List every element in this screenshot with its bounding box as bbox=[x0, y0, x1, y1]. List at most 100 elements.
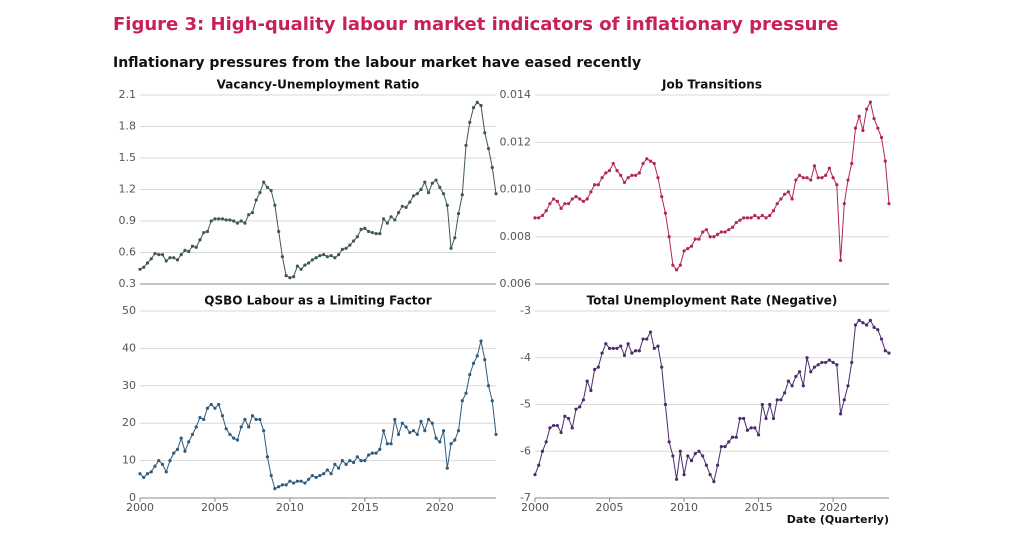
y-tick-label: 0.012 bbox=[500, 135, 532, 148]
data-point bbox=[865, 323, 869, 327]
data-point bbox=[299, 267, 303, 271]
data-point bbox=[745, 428, 750, 432]
data-point bbox=[850, 161, 854, 166]
data-point bbox=[876, 126, 880, 130]
data-point bbox=[641, 161, 645, 166]
data-point bbox=[434, 436, 438, 440]
data-point bbox=[622, 180, 627, 185]
data-point bbox=[217, 402, 221, 407]
data-point bbox=[190, 432, 195, 437]
data-point bbox=[764, 416, 768, 421]
data-point bbox=[449, 442, 453, 446]
data-point bbox=[689, 459, 694, 463]
y-tick-label: 0.9 bbox=[119, 214, 137, 227]
data-point bbox=[426, 191, 431, 195]
data-point bbox=[322, 253, 326, 257]
subtitle: Inflationary pressures from the labour m… bbox=[113, 55, 641, 71]
data-point bbox=[812, 164, 817, 168]
data-point bbox=[426, 417, 431, 422]
series-line bbox=[139, 340, 497, 490]
data-point bbox=[228, 432, 232, 437]
data-point bbox=[734, 220, 738, 225]
data-point bbox=[544, 440, 548, 444]
data-point bbox=[671, 263, 675, 267]
data-point bbox=[548, 202, 552, 206]
data-point bbox=[883, 159, 887, 163]
data-point bbox=[600, 176, 604, 180]
data-point bbox=[645, 337, 649, 341]
data-point bbox=[578, 405, 582, 409]
data-point bbox=[254, 417, 258, 422]
data-point bbox=[727, 228, 731, 232]
data-point bbox=[589, 388, 593, 393]
y-tick-label: 0.006 bbox=[500, 277, 532, 290]
y-tick-label: 1.5 bbox=[119, 151, 137, 164]
data-point bbox=[768, 213, 772, 218]
data-point bbox=[265, 455, 270, 459]
data-point bbox=[164, 470, 168, 474]
data-point bbox=[742, 216, 746, 220]
data-point bbox=[490, 165, 494, 170]
data-point bbox=[719, 444, 723, 449]
data-point bbox=[228, 218, 232, 222]
data-point bbox=[269, 473, 273, 478]
y-tick-label: -3 bbox=[520, 304, 531, 317]
data-point bbox=[637, 171, 641, 175]
panel-title: Total Unemployment Rate (Negative) bbox=[587, 294, 838, 308]
data-point bbox=[468, 120, 472, 124]
data-point bbox=[835, 183, 839, 187]
data-point bbox=[786, 379, 790, 383]
data-point bbox=[352, 460, 356, 465]
data-point bbox=[363, 226, 367, 230]
data-point bbox=[183, 248, 187, 252]
data-point bbox=[220, 217, 225, 221]
data-point bbox=[172, 256, 176, 260]
data-point bbox=[805, 176, 809, 180]
y-tick-label: -7 bbox=[520, 491, 531, 504]
data-point bbox=[604, 171, 608, 175]
data-point bbox=[307, 477, 311, 481]
data-point bbox=[213, 217, 217, 221]
data-point bbox=[468, 372, 472, 377]
data-point bbox=[359, 227, 363, 231]
x-tick-label: 2000 bbox=[126, 501, 154, 514]
data-point bbox=[794, 374, 798, 379]
data-point bbox=[430, 181, 434, 185]
data-point bbox=[634, 349, 638, 353]
data-point bbox=[634, 173, 638, 177]
data-point bbox=[213, 406, 217, 410]
x-tick-label: 2005 bbox=[596, 501, 624, 514]
data-point bbox=[277, 485, 281, 489]
data-point bbox=[378, 447, 382, 451]
data-point bbox=[355, 235, 359, 239]
data-point bbox=[378, 232, 382, 236]
data-point bbox=[273, 203, 277, 207]
data-point bbox=[779, 398, 783, 402]
data-point bbox=[853, 323, 858, 327]
data-point bbox=[540, 213, 545, 218]
data-point bbox=[337, 253, 341, 257]
data-point bbox=[566, 416, 571, 421]
data-point bbox=[179, 253, 183, 257]
panel-title: Job Transitions bbox=[661, 78, 762, 92]
data-point bbox=[715, 463, 720, 467]
data-point bbox=[686, 454, 690, 458]
data-point bbox=[887, 202, 891, 206]
data-point bbox=[790, 384, 794, 388]
data-point bbox=[697, 237, 701, 241]
y-tick-label: 30 bbox=[122, 379, 136, 392]
data-point bbox=[243, 417, 247, 422]
data-point bbox=[675, 268, 679, 272]
data-point bbox=[423, 180, 427, 184]
y-tick-label: 0.6 bbox=[119, 246, 137, 259]
data-point bbox=[801, 384, 805, 388]
data-point bbox=[712, 480, 716, 484]
data-point bbox=[570, 197, 574, 201]
data-point bbox=[310, 473, 314, 478]
data-point bbox=[453, 438, 457, 442]
data-point bbox=[479, 339, 483, 343]
y-tick-label: 0.014 bbox=[500, 88, 532, 101]
figure-title: Figure 3: High-quality labour market ind… bbox=[113, 14, 838, 35]
data-point bbox=[456, 429, 461, 433]
data-point bbox=[243, 221, 247, 225]
